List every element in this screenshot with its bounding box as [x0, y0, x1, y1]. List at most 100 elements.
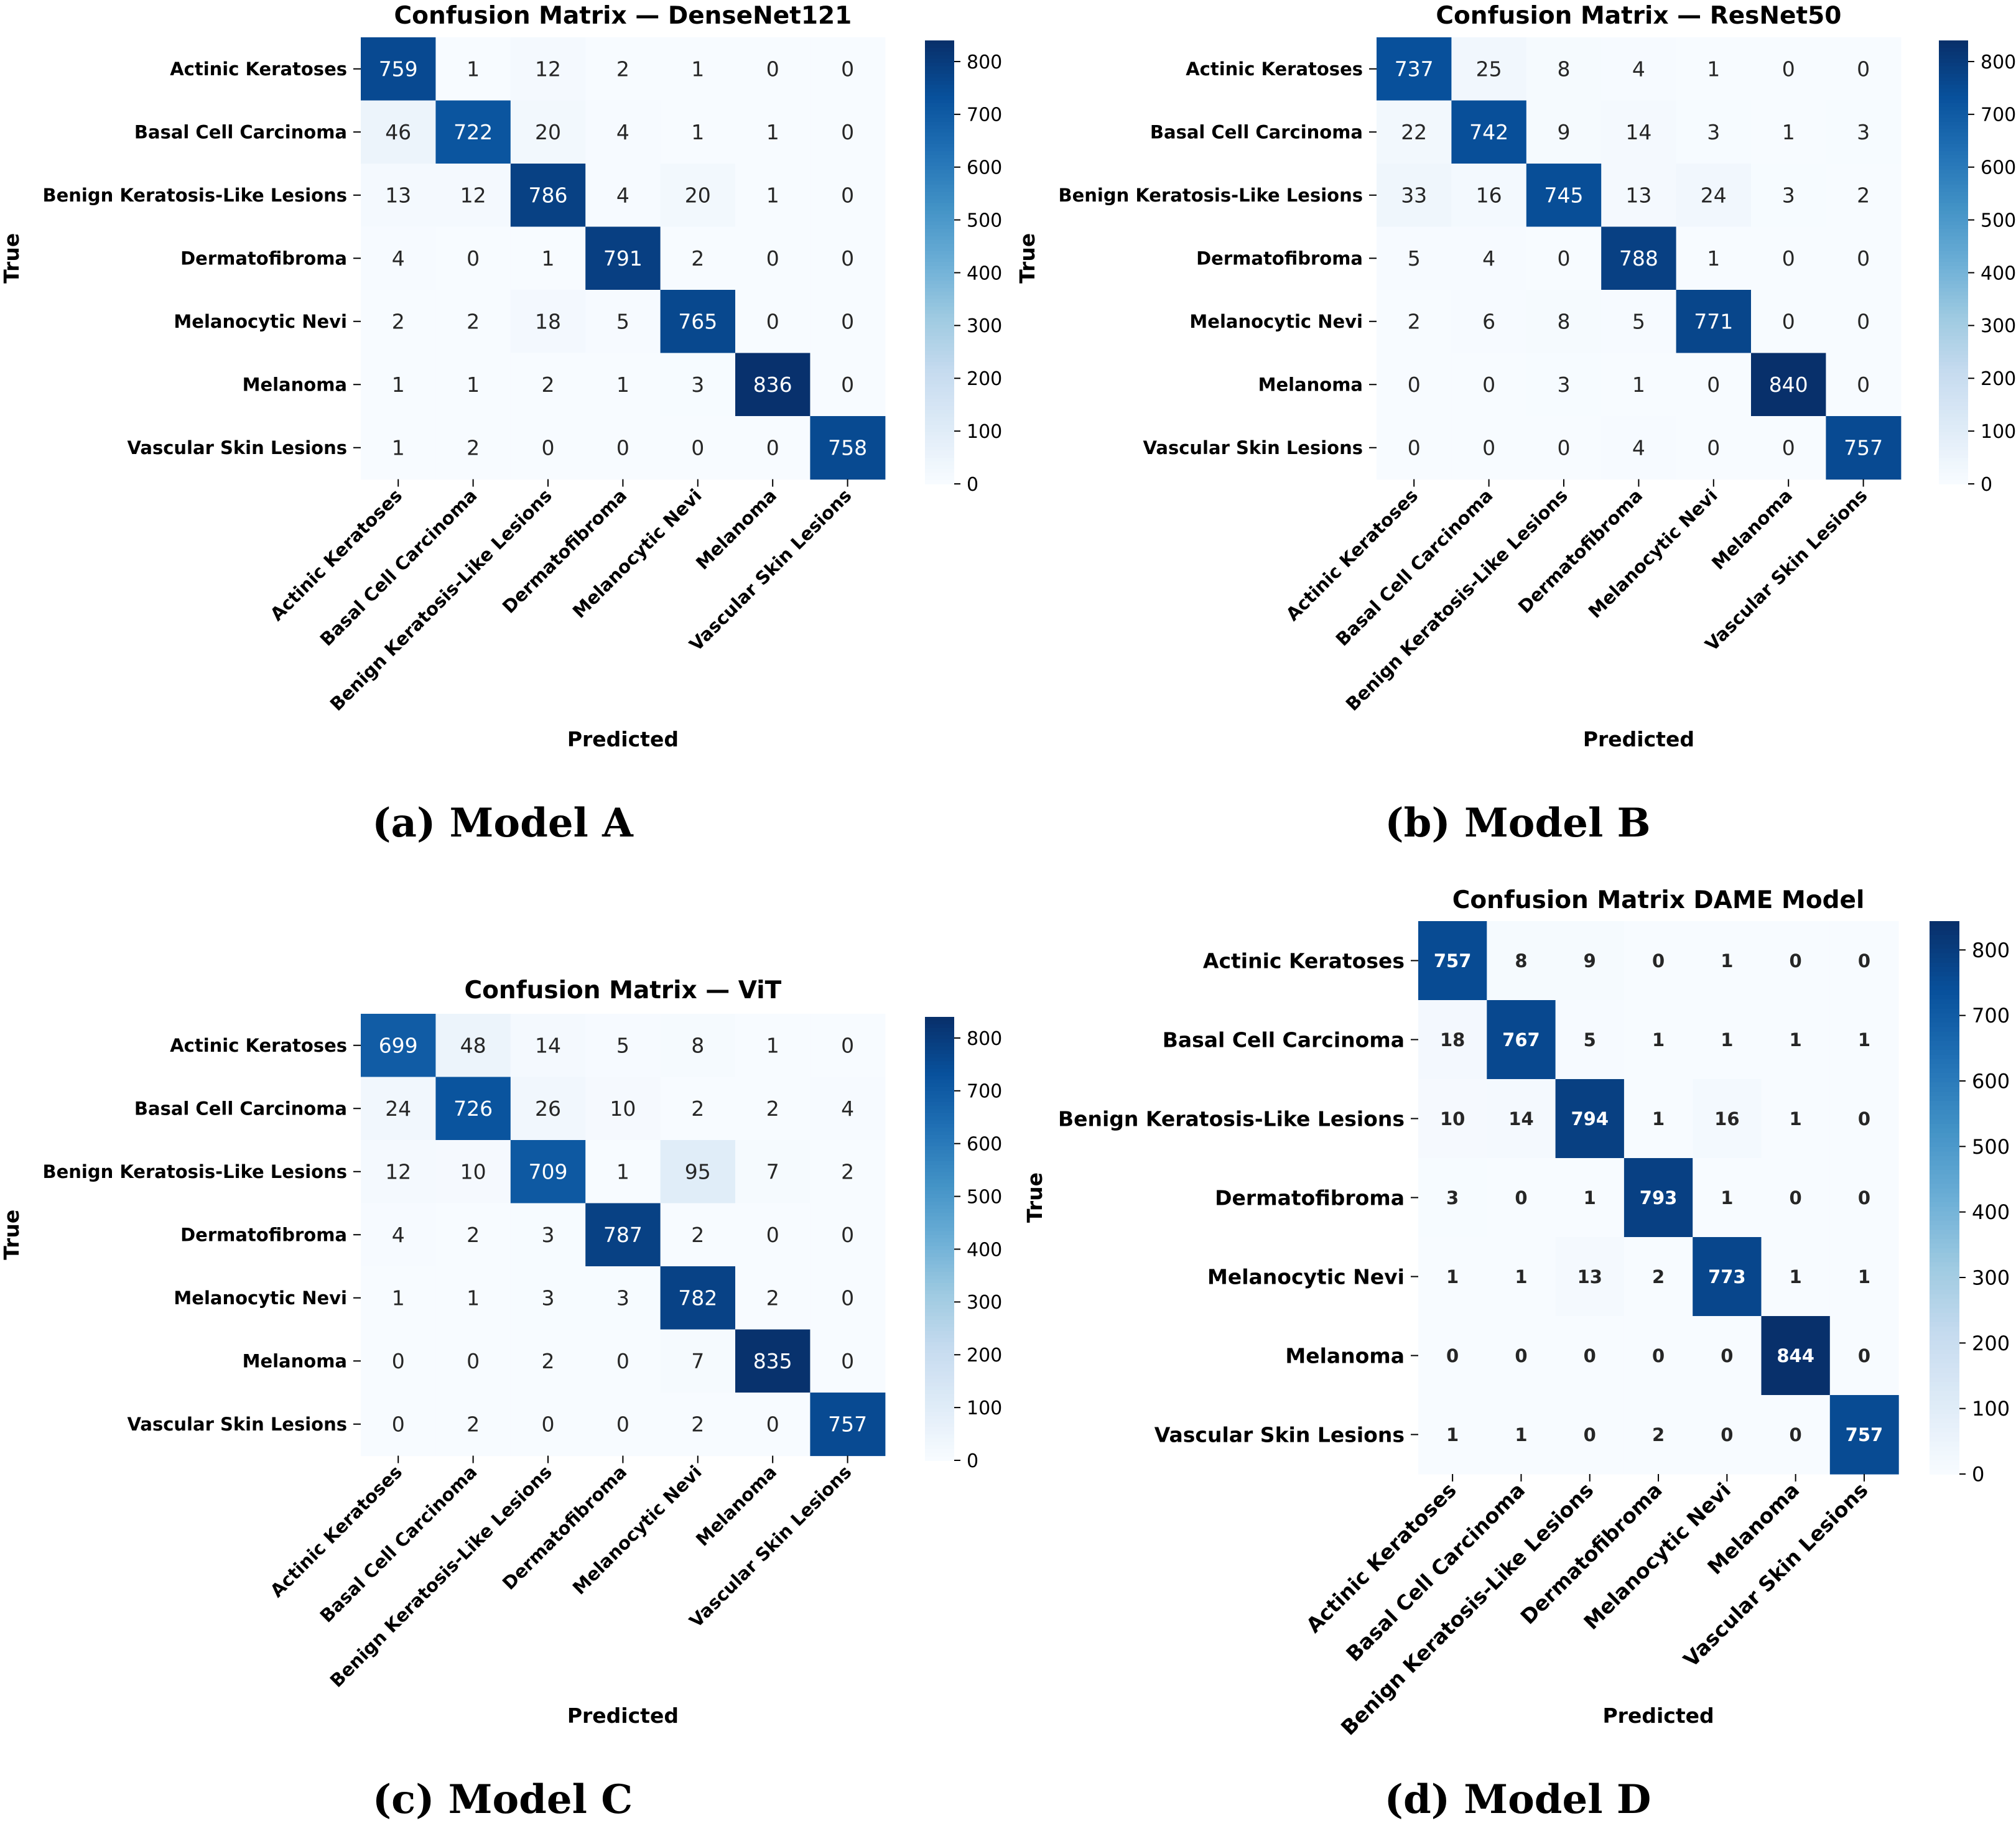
colorbar-segment	[1930, 1077, 1959, 1083]
colorbar-segment	[1930, 1276, 1959, 1281]
y-tick-label: Benign Keratosis-Like Lesions	[42, 185, 347, 206]
cell-value-label: 1	[1515, 1424, 1527, 1445]
colorbar-segment	[1930, 1018, 1959, 1023]
colorbar-segment	[925, 1412, 954, 1417]
colorbar-segment	[925, 480, 954, 484]
colorbar-tick-label: 0	[967, 474, 978, 496]
colorbar-tick-label: 600	[1981, 157, 2016, 179]
colorbar-segment	[1930, 1123, 1959, 1129]
cell-value-label: 0	[1482, 436, 1495, 460]
heatmap-cell	[361, 353, 436, 417]
colorbar-segment	[925, 473, 954, 477]
colorbar-segment	[925, 1113, 954, 1118]
colorbar-segment	[925, 1235, 954, 1240]
colorbar-tick-label: 300	[967, 1292, 1002, 1314]
colorbar-segment	[1930, 1193, 1959, 1198]
cell-value-label: 791	[603, 246, 643, 271]
chart-title: Confusion Matrix — ResNet50	[1436, 2, 1841, 30]
heatmap-cell	[435, 100, 511, 164]
cell-value-label: 737	[1395, 57, 1434, 81]
colorbar-segment	[925, 1271, 954, 1276]
colorbar-segment	[1939, 96, 1968, 100]
y-tick-label: Basal Cell Carcinoma	[134, 122, 347, 143]
cell-value-label: 0	[841, 1223, 854, 1247]
cell-value-label: 0	[841, 57, 854, 81]
heatmap-cell	[735, 353, 811, 417]
heatmap-cell	[1601, 290, 1677, 354]
colorbar-tick-label: 800	[967, 52, 1002, 73]
colorbar-segment	[1930, 1115, 1959, 1120]
colorbar-segment	[925, 1434, 954, 1439]
y-axis-label: True	[1023, 1172, 1047, 1223]
colorbar-segment	[925, 247, 954, 252]
colorbar-segment	[925, 1327, 954, 1332]
colorbar-segment	[1930, 1317, 1959, 1323]
colorbar-segment	[1930, 1396, 1959, 1401]
heatmap-cell	[1693, 1316, 1762, 1396]
colorbar-segment	[925, 476, 954, 481]
colorbar-segment	[925, 428, 954, 433]
heatmap-cell	[735, 164, 811, 228]
cell-value-label: 0	[766, 246, 779, 271]
heatmap-cell	[1601, 164, 1677, 228]
colorbar-segment	[1930, 1234, 1959, 1240]
colorbar-segment	[1939, 365, 1968, 370]
cell-value-label: 0	[1721, 1345, 1733, 1366]
heatmap-cell	[810, 290, 886, 354]
heatmap-cell	[361, 290, 436, 354]
colorbar-segment	[1939, 166, 1968, 170]
colorbar-segment	[925, 1020, 954, 1025]
colorbar-segment	[1939, 269, 1968, 274]
colorbar-segment	[925, 1128, 954, 1132]
cell-value-label: 12	[460, 183, 486, 208]
colorbar-segment	[925, 369, 954, 374]
colorbar-segment	[1939, 147, 1968, 152]
cell-value-label: 1	[1707, 57, 1720, 81]
colorbar-segment	[1930, 1308, 1959, 1314]
colorbar-segment	[925, 399, 954, 404]
heatmap-cell	[435, 1203, 511, 1267]
colorbar-segment	[925, 1416, 954, 1421]
y-tick-label: Melanoma	[1285, 1343, 1405, 1368]
colorbar-segment	[925, 376, 954, 381]
colorbar-segment	[1939, 177, 1968, 182]
colorbar-segment	[1939, 302, 1968, 307]
cell-value-label: 726	[453, 1096, 493, 1121]
heatmap-cell	[435, 353, 511, 417]
cell-value-label: 2	[1652, 1266, 1665, 1287]
cell-value-label: 0	[1857, 310, 1870, 334]
cell-value-label: 14	[1625, 120, 1651, 144]
heatmap-cell	[1487, 1079, 1556, 1159]
cell-value-label: 2	[1857, 183, 1870, 208]
colorbar-segment	[1939, 44, 1968, 49]
colorbar-segment	[925, 1238, 954, 1243]
cell-value-label: 1	[467, 1286, 480, 1310]
colorbar-segment	[925, 192, 954, 197]
colorbar-segment	[925, 269, 954, 274]
cell-value-label: 3	[1558, 373, 1571, 397]
colorbar-segment	[925, 280, 954, 285]
colorbar-segment	[925, 410, 954, 414]
cell-value-label: 46	[385, 120, 411, 144]
cell-value-label: 1	[1858, 1029, 1870, 1050]
colorbar-segment	[1939, 469, 1968, 473]
cell-value-label: 5	[616, 310, 629, 334]
colorbar-segment	[1930, 1064, 1959, 1069]
colorbar-tick-label: 800	[1972, 939, 2010, 962]
heatmap-cell	[361, 1393, 436, 1457]
heatmap-cell	[361, 100, 436, 164]
colorbar-segment	[1939, 110, 1968, 115]
heatmap-cell	[1487, 921, 1556, 1001]
cell-value-label: 786	[529, 183, 568, 208]
colorbar-segment	[925, 332, 954, 337]
cell-value-label: 4	[1482, 246, 1495, 271]
colorbar-segment	[1939, 410, 1968, 414]
colorbar-segment	[925, 140, 954, 145]
colorbar-segment	[1939, 132, 1968, 137]
cell-value-label: 840	[1769, 373, 1808, 397]
colorbar-segment	[1930, 1262, 1959, 1268]
cell-value-label: 95	[685, 1160, 711, 1184]
colorbar-segment	[925, 1275, 954, 1280]
colorbar-segment	[925, 132, 954, 137]
colorbar-segment	[925, 1423, 954, 1428]
